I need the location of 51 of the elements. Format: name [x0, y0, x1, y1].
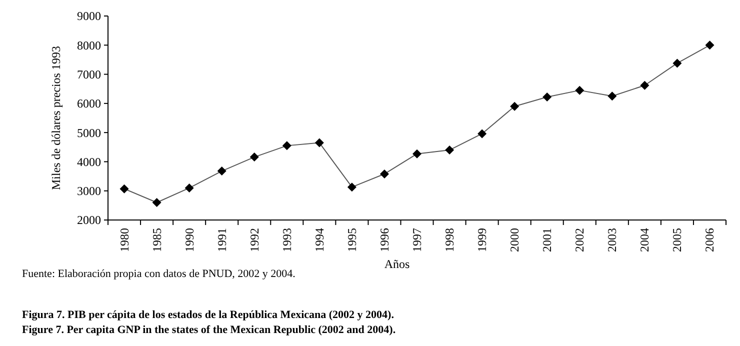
x-axis-title: Años — [384, 257, 410, 271]
point — [250, 152, 259, 162]
y-tick-label: 6000 — [77, 96, 101, 111]
x-tick-label: 2004 — [638, 228, 652, 252]
caption: Figure 7. Per capita GNP in the states of the Mexican Republic (2002 and 2004). — [22, 324, 396, 336]
point — [575, 86, 584, 95]
point — [282, 141, 292, 150]
point — [672, 58, 682, 68]
x-tick-label: 2001 — [540, 228, 554, 252]
point — [152, 198, 162, 208]
x-tick-label: 1999 — [475, 228, 490, 252]
y-tick-label: 8000 — [77, 38, 101, 52]
x-tick-label: 1992 — [247, 228, 262, 252]
y-tick-label: 7000 — [77, 67, 101, 82]
x-tick-label: 2003 — [605, 228, 620, 252]
y-tick-label: 2000 — [77, 213, 101, 228]
point — [347, 182, 356, 192]
x-tick-label: 1980 — [117, 228, 132, 252]
y-tick-label: 4000 — [77, 154, 101, 169]
y-axis-title: Miles de dólares precios 1993 — [49, 46, 63, 190]
x-tick-label: 1996 — [377, 228, 392, 252]
x-tick-label: 2000 — [508, 228, 522, 252]
x-tick-label: 1994 — [312, 228, 326, 252]
point — [120, 184, 129, 194]
point — [445, 146, 454, 155]
x-tick-label: 2005 — [670, 228, 684, 252]
point — [542, 92, 552, 102]
x-tick-label: 1998 — [442, 228, 457, 252]
x-tick-label: 1995 — [344, 228, 359, 252]
point — [510, 102, 520, 111]
point — [380, 169, 389, 178]
y-tick-label: 3000 — [77, 184, 101, 198]
x-tick-label: 1990 — [182, 228, 196, 252]
point — [608, 92, 617, 101]
point — [314, 138, 324, 148]
point — [412, 149, 422, 158]
x-tick-label: 2006 — [702, 228, 717, 252]
point — [184, 183, 194, 192]
x-tick-label: 1997 — [410, 228, 424, 252]
point — [217, 166, 226, 176]
x-tick-label: 1991 — [214, 228, 229, 252]
x-tick-label: 2002 — [572, 228, 587, 252]
point — [478, 129, 487, 138]
source-note: Fuente: Elaboración propia con datos de PNUD, 2002 y 2004. — [22, 268, 296, 280]
y-tick-label: 9000 — [77, 9, 101, 24]
x-tick-label: 1985 — [150, 228, 164, 252]
y-tick-label: 5000 — [77, 126, 101, 140]
text: Figura 7. PIB per cápita de los estados de la República Mexicana (2002 y 2004). — [22, 309, 394, 321]
point — [705, 40, 714, 50]
point — [640, 80, 650, 90]
x-tick-label: 1993 — [280, 228, 294, 252]
